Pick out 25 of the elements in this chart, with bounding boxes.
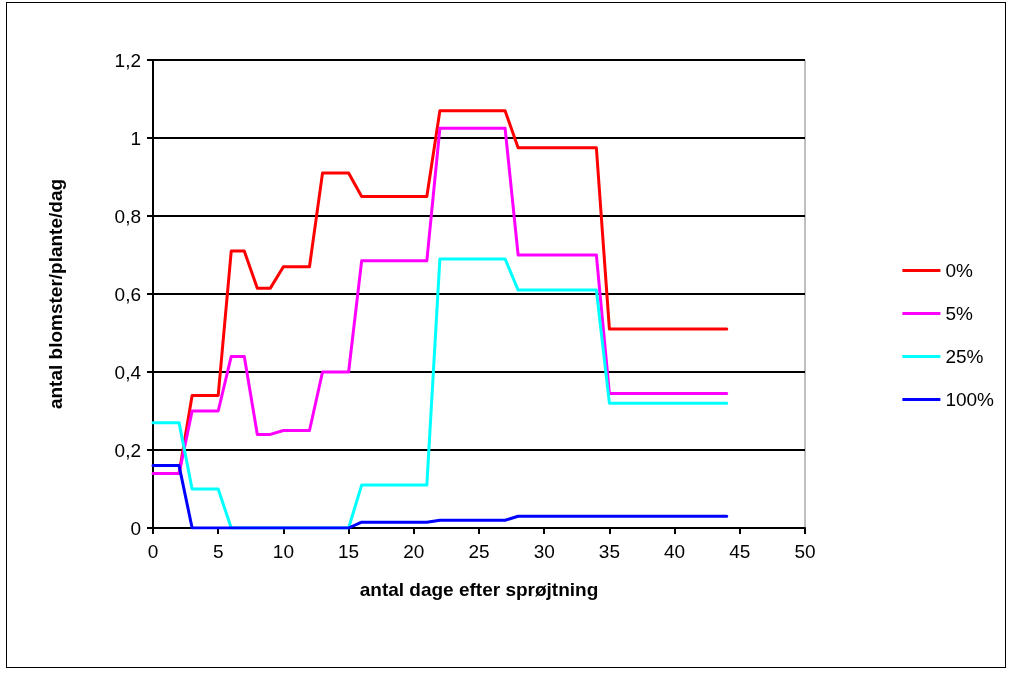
x-tick-label: 15 — [338, 541, 360, 562]
y-axis-title: antal blomster/plante/dag — [45, 178, 66, 410]
x-tick-label: 10 — [272, 541, 294, 562]
legend-label: 0% — [945, 260, 973, 281]
x-tick-label: 20 — [403, 541, 425, 562]
x-tick-label: 0 — [147, 541, 159, 562]
y-tick-label: 1 — [130, 127, 141, 149]
y-tick-label: 0,2 — [114, 439, 141, 461]
legend-label: 100% — [945, 389, 995, 410]
x-tick-label: 5 — [212, 541, 224, 562]
x-axis-title: antal dage efter sprøjtning — [359, 579, 599, 600]
legend-label: 5% — [945, 303, 973, 324]
y-tick-label: 1,2 — [114, 49, 141, 71]
y-tick-label: 0,8 — [114, 205, 141, 227]
y-tick-label: 0 — [130, 517, 141, 539]
y-tick-label: 0,6 — [114, 283, 141, 305]
x-tick-label: 50 — [794, 541, 816, 562]
line-series — [151, 464, 729, 530]
x-tick-label: 25 — [468, 541, 490, 562]
x-tick-label: 35 — [598, 541, 620, 562]
x-tick-label: 30 — [533, 541, 555, 562]
y-tick-label: 0,4 — [114, 361, 142, 383]
x-tick-label: 45 — [729, 541, 751, 562]
x-tick-label: 40 — [664, 541, 686, 562]
legend-label: 25% — [945, 346, 984, 367]
